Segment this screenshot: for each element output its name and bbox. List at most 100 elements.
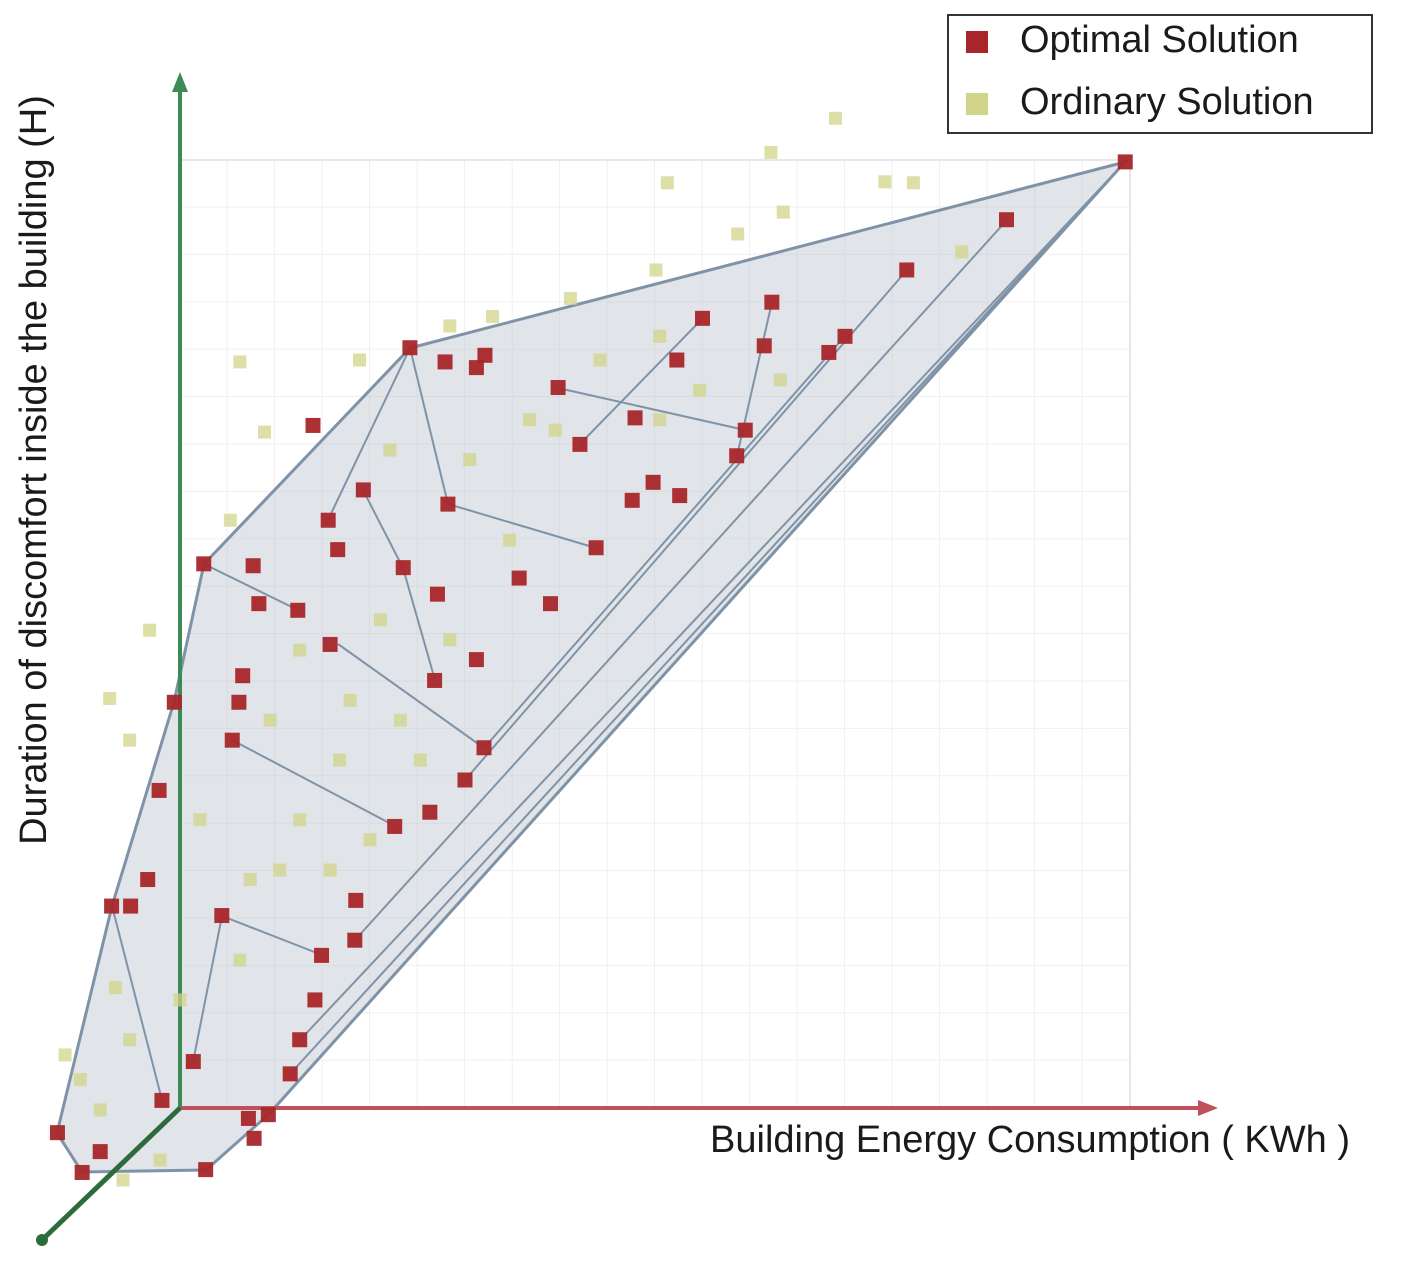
mesh-edge: [221, 915, 323, 956]
point: [731, 227, 745, 241]
point: [550, 380, 566, 396]
point: [443, 319, 457, 333]
point: [116, 1173, 130, 1187]
point: [572, 436, 588, 452]
point: [548, 423, 562, 437]
point: [235, 668, 251, 684]
mesh-edge: [483, 335, 846, 749]
point: [486, 309, 500, 323]
point: [214, 908, 230, 924]
point: [729, 448, 745, 464]
point: [258, 425, 272, 439]
point: [123, 733, 137, 747]
point: [282, 1066, 298, 1082]
point: [660, 176, 674, 190]
point: [104, 898, 120, 914]
point: [764, 145, 778, 159]
mesh-edge: [409, 347, 449, 505]
point: [348, 892, 364, 908]
mesh-edge: [192, 915, 223, 1063]
point: [829, 111, 842, 125]
point: [463, 453, 477, 467]
point: [588, 540, 604, 556]
mesh-edge: [231, 739, 396, 827]
point: [672, 488, 688, 504]
x-axis-arrow: [1198, 1100, 1218, 1116]
point: [821, 344, 837, 360]
point: [653, 329, 667, 343]
point: [251, 596, 267, 612]
point: [837, 328, 853, 344]
point: [140, 872, 156, 888]
x-axis-label: Building Energy Consumption ( KWh ): [710, 1119, 1350, 1161]
point: [293, 813, 307, 827]
point: [669, 352, 685, 368]
z-axis: [40, 1106, 182, 1242]
mesh-edge: [402, 567, 436, 681]
legend-swatch: [966, 31, 988, 53]
point: [103, 691, 117, 705]
point: [511, 570, 527, 586]
point: [776, 205, 790, 219]
point: [49, 1125, 65, 1141]
mesh-edge: [354, 219, 1008, 941]
grid-plane: [180, 160, 1130, 1108]
point: [593, 353, 607, 367]
point: [413, 753, 427, 767]
point: [246, 1130, 262, 1146]
point: [756, 338, 772, 354]
mesh-edge: [289, 161, 1126, 1075]
point: [627, 410, 643, 426]
point: [322, 636, 338, 652]
point: [290, 602, 306, 618]
point: [477, 347, 493, 363]
mesh: [111, 161, 1126, 1101]
point: [273, 863, 287, 877]
point: [402, 340, 418, 356]
point: [653, 413, 667, 427]
point: [695, 310, 710, 326]
point: [383, 443, 397, 457]
point: [233, 953, 247, 967]
point: [543, 596, 558, 612]
point: [343, 693, 357, 707]
point: [198, 1162, 214, 1178]
point: [154, 1092, 170, 1108]
mesh-edge: [447, 503, 597, 549]
point: [320, 512, 336, 528]
point: [393, 713, 407, 727]
point: [293, 643, 307, 657]
point: [457, 772, 473, 788]
point: [624, 492, 640, 508]
point: [773, 373, 787, 387]
z-axis-end: [36, 1234, 48, 1246]
point: [955, 245, 969, 259]
legend-box: [947, 14, 1373, 134]
point: [193, 813, 207, 827]
point: [166, 694, 182, 710]
point: [224, 732, 240, 748]
point: [108, 981, 122, 995]
y-axis-arrow: [172, 72, 188, 92]
point: [764, 294, 780, 310]
point: [347, 932, 363, 948]
point: [443, 633, 457, 647]
point: [429, 586, 445, 602]
legend-swatch: [966, 93, 988, 115]
point: [906, 176, 920, 190]
point: [422, 804, 438, 820]
mesh-edge: [557, 387, 746, 431]
point: [151, 782, 167, 798]
mesh-edge: [579, 317, 704, 445]
point: [373, 613, 387, 627]
point: [305, 417, 321, 433]
point: [476, 740, 492, 756]
mesh-edge: [327, 347, 411, 521]
point: [260, 1107, 276, 1123]
point: [173, 993, 187, 1007]
point: [92, 1144, 108, 1160]
point: [563, 291, 577, 305]
mesh-edge: [362, 489, 404, 569]
point: [263, 713, 277, 727]
